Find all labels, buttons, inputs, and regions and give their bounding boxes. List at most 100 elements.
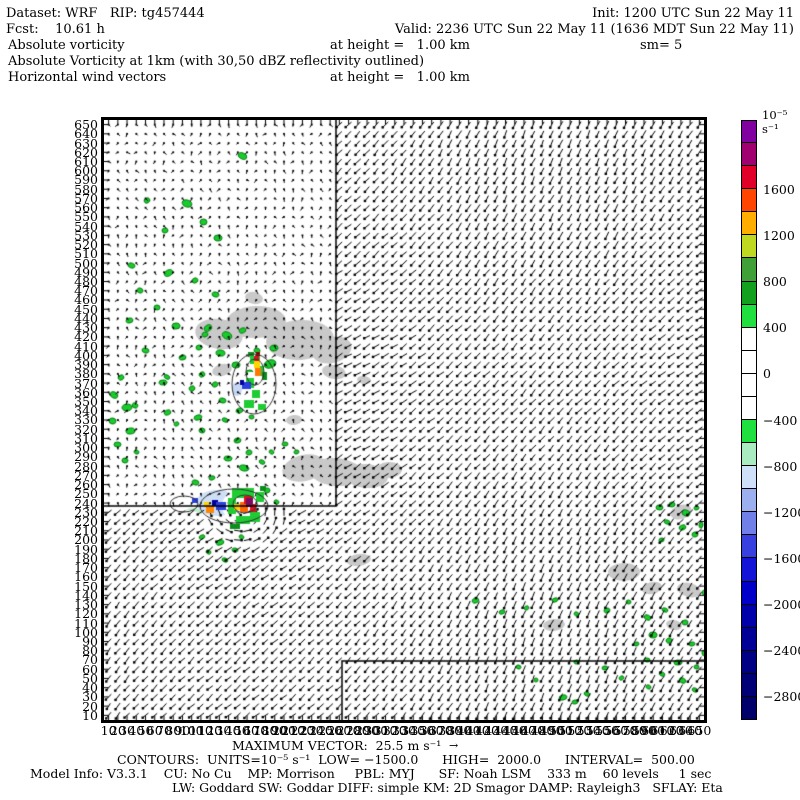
y-axis-tick-label: 540	[74, 218, 98, 234]
x-axis-tick-label: 220	[290, 723, 315, 738]
x-axis-tick-label: 460	[512, 723, 536, 738]
colorbar-cell	[741, 695, 757, 720]
x-axis-tick-label: 270	[336, 723, 361, 738]
colorbar-cell	[741, 603, 757, 628]
field2-height: at height = 1.00 km	[330, 70, 470, 85]
y-axis-tick-label: 100	[74, 624, 98, 640]
x-axis-tick-label: 290	[355, 723, 379, 738]
colorbar-cell	[741, 211, 757, 236]
x-axis-tick-label: 50	[137, 723, 154, 738]
colorbar-tick-label: −400	[763, 412, 798, 428]
y-axis-tick-label: 430	[74, 320, 98, 336]
y-axis-tick-label: 440	[74, 310, 98, 326]
x-axis-tick-label: 190	[262, 723, 287, 738]
colorbar-cell	[741, 465, 757, 490]
y-axis-tick-label: 150	[74, 578, 98, 594]
y-axis-tick-label: 600	[74, 163, 98, 179]
y-axis-tick-label: 210	[74, 523, 98, 539]
x-axis-tick-label: 440	[493, 723, 518, 738]
x-axis-tick-label: 570	[613, 723, 638, 738]
field1-name: Absolute vorticity	[8, 38, 125, 53]
reference-vector-arrow-icon: →	[449, 739, 459, 752]
dataset-label: Dataset: WRF RIP: tg457444	[6, 6, 205, 21]
colorbar-cell	[741, 303, 757, 328]
colorbar-cell	[741, 120, 757, 144]
colorbar-cell	[741, 534, 757, 559]
y-axis-tick-label: 580	[74, 181, 98, 197]
x-axis-tick-label: 650	[687, 723, 712, 738]
y-axis-tick-label: 490	[74, 264, 98, 280]
y-axis-tick-label: 140	[74, 587, 98, 603]
x-axis-tick-label: 150	[225, 723, 250, 738]
colorbar-tick-label: 400	[763, 320, 787, 336]
y-axis-tick-label: 290	[74, 449, 98, 465]
y-axis-tick-label: 510	[74, 246, 98, 262]
y-axis-tick-label: 50	[82, 670, 98, 686]
y-axis-tick-label: 480	[74, 274, 98, 290]
colorbar-cell	[741, 326, 757, 351]
y-axis-tick-label: 110	[74, 615, 98, 631]
x-axis-tick-label: 630	[668, 723, 693, 738]
y-axis-tick-label: 180	[74, 550, 98, 566]
plot-frame	[101, 117, 707, 723]
y-axis-tick-label: 380	[74, 366, 98, 382]
colorbar-cell	[741, 580, 757, 605]
colorbar-cell	[741, 142, 757, 167]
colorbar-cell	[741, 372, 757, 397]
x-axis-tick-label: 370	[428, 723, 453, 738]
x-axis-tick-label: 470	[521, 723, 546, 738]
x-axis-tick-label: 180	[253, 723, 278, 738]
y-axis-tick-label: 550	[74, 209, 98, 225]
max-vector-label: MAXIMUM VECTOR: 25.5 m s⁻¹	[232, 738, 442, 753]
colorbar-units-label: 10⁻⁵ s⁻¹	[762, 108, 788, 136]
y-axis-tick-label: 120	[74, 606, 98, 622]
x-axis-tick-label: 280	[345, 723, 370, 738]
x-axis-tick-label: 10	[100, 723, 117, 738]
colorbar-cell	[741, 649, 757, 674]
forecast-hour-label: Fcst: 10.61 h	[6, 22, 105, 37]
colorbar-tick-label: −2800	[763, 689, 800, 705]
x-axis-tick-label: 560	[604, 723, 629, 738]
colorbar-cell	[741, 395, 757, 420]
colorbar-tick-label: −2400	[763, 643, 800, 659]
y-axis-tick-label: 320	[74, 421, 98, 437]
y-axis-tick-label: 40	[82, 680, 98, 696]
x-axis-tick-label: 170	[244, 723, 269, 738]
x-axis-tick-label: 70	[156, 723, 172, 738]
y-axis-tick-label: 280	[74, 458, 98, 474]
y-axis-tick-label: 590	[74, 172, 98, 188]
colorbar-tick-label: 0	[763, 366, 771, 382]
x-axis-tick-label: 110	[188, 723, 213, 738]
x-axis-tick-label: 580	[622, 723, 647, 738]
y-axis-tick-label: 230	[74, 504, 98, 520]
y-axis-tick-label: 300	[74, 440, 98, 456]
y-axis-tick-label: 270	[74, 467, 98, 483]
x-axis-tick-label: 100	[179, 723, 204, 738]
y-axis-tick-label: 90	[82, 634, 98, 650]
x-axis-tick-label: 230	[299, 723, 324, 738]
x-axis-tick-label: 130	[207, 723, 232, 738]
y-axis-tick-label: 330	[74, 412, 98, 428]
y-axis-tick-label: 10	[82, 707, 98, 723]
x-axis-tick-label: 550	[595, 723, 619, 738]
x-axis-tick-label: 430	[484, 723, 509, 738]
x-axis-tick-label: 480	[530, 723, 555, 738]
y-axis-tick-label: 520	[74, 237, 98, 253]
x-axis-tick-label: 90	[174, 723, 191, 738]
x-axis-tick-label: 360	[419, 723, 444, 738]
colorbar-cell	[741, 419, 757, 444]
y-axis-tick-label: 250	[74, 486, 98, 502]
x-axis-tick-label: 140	[216, 723, 241, 738]
x-axis-tick-label: 510	[558, 723, 583, 738]
colorbar-cell	[741, 511, 757, 536]
x-axis-tick-label: 530	[576, 723, 601, 738]
x-axis-tick-label: 450	[502, 723, 527, 738]
x-axis-tick-label: 340	[401, 723, 426, 738]
x-axis-tick-label: 20	[109, 723, 126, 738]
colorbar-cell	[741, 442, 757, 467]
colorbar-cell	[741, 234, 757, 259]
y-axis-tick-label: 130	[74, 597, 98, 613]
y-axis-tick-label: 610	[74, 154, 98, 170]
x-axis-tick-label: 80	[165, 723, 182, 738]
y-axis-tick-label: 220	[74, 514, 98, 530]
